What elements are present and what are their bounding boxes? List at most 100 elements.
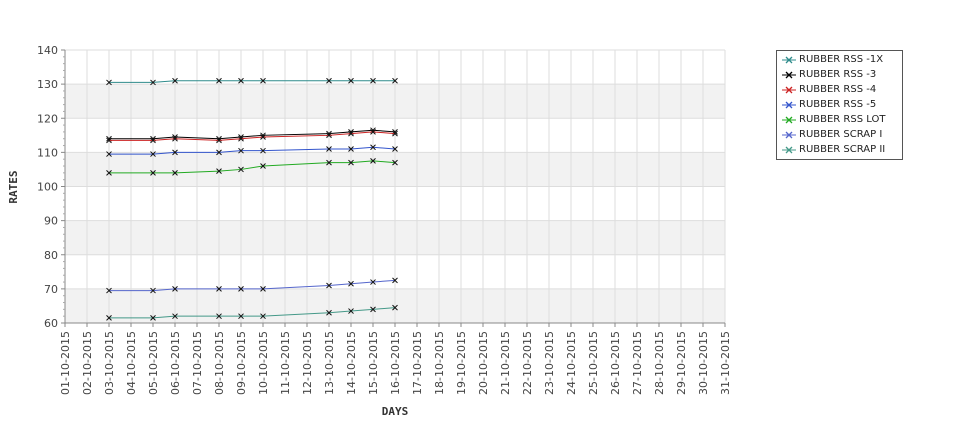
data-point[interactable]: [326, 309, 332, 316]
data-point[interactable]: [150, 287, 156, 294]
legend-label: RUBBER SCRAP II: [799, 144, 886, 155]
data-point[interactable]: [238, 313, 244, 320]
y-tick-label: 90: [44, 215, 58, 228]
x-tick-label: 10-10-2015: [257, 331, 270, 395]
data-point[interactable]: [172, 313, 178, 320]
data-point[interactable]: [172, 286, 178, 292]
data-point[interactable]: [172, 169, 178, 176]
data-point[interactable]: [106, 79, 112, 86]
x-tick-label: 12-10-2015: [301, 331, 314, 395]
data-point[interactable]: [238, 286, 244, 292]
x-tick-label: 13-10-2015: [323, 331, 336, 395]
legend-marker-icon: [782, 56, 796, 63]
data-point[interactable]: [392, 77, 398, 84]
data-point[interactable]: [260, 77, 266, 84]
x-tick-label: 20-10-2015: [477, 331, 490, 395]
data-point[interactable]: [172, 77, 178, 84]
x-tick-label: 27-10-2015: [631, 331, 644, 395]
data-point[interactable]: [370, 129, 376, 135]
x-tick-label: 01-10-2015: [59, 331, 72, 395]
legend-label: RUBBER RSS LOT: [799, 114, 886, 125]
data-point[interactable]: [106, 151, 112, 157]
legend-item: RUBBER RSS -5: [777, 97, 902, 112]
data-point[interactable]: [370, 279, 376, 285]
data-point[interactable]: [392, 277, 398, 284]
data-point[interactable]: [150, 151, 156, 157]
series-rubber-rss-4: [106, 129, 398, 144]
x-tick-label: 07-10-2015: [191, 331, 204, 395]
data-point[interactable]: [392, 159, 398, 166]
series-rubber-rss-5: [106, 144, 398, 157]
series-line: [109, 160, 396, 174]
x-tick-label: 29-10-2015: [675, 331, 688, 395]
data-point[interactable]: [392, 130, 398, 137]
legend-item: RUBBER SCRAP II: [777, 142, 902, 157]
data-point[interactable]: [326, 132, 332, 139]
data-point[interactable]: [260, 147, 266, 154]
legend-label: RUBBER RSS -1X: [799, 54, 884, 65]
data-point[interactable]: [150, 169, 156, 176]
data-point[interactable]: [370, 144, 376, 151]
data-point[interactable]: [216, 149, 222, 156]
data-point[interactable]: [260, 286, 266, 292]
data-point[interactable]: [216, 137, 222, 144]
data-point[interactable]: [106, 315, 112, 321]
data-point[interactable]: [106, 137, 112, 144]
data-point[interactable]: [216, 313, 222, 320]
legend-item: RUBBER RSS -4: [777, 82, 902, 97]
chart-legend: RUBBER RSS -1X RUBBER RSS -3 RUBBER RSS -4…: [776, 50, 903, 160]
series-line: [109, 307, 396, 319]
data-point[interactable]: [150, 137, 156, 144]
series-line: [109, 131, 396, 141]
x-tick-label: 11-10-2015: [279, 331, 292, 395]
data-point[interactable]: [392, 146, 398, 152]
data-point[interactable]: [238, 77, 244, 84]
data-point[interactable]: [216, 168, 222, 174]
x-tick-label: 26-10-2015: [609, 331, 622, 395]
data-point[interactable]: [348, 77, 354, 84]
data-point[interactable]: [106, 287, 112, 294]
data-point[interactable]: [370, 306, 376, 313]
data-point[interactable]: [260, 134, 266, 140]
data-point[interactable]: [238, 147, 244, 154]
data-point[interactable]: [326, 282, 332, 289]
data-point[interactable]: [150, 315, 156, 321]
data-point[interactable]: [172, 135, 178, 142]
data-point[interactable]: [216, 286, 222, 292]
x-tick-label: 31-10-2015: [719, 331, 732, 395]
data-point[interactable]: [238, 135, 244, 142]
data-point[interactable]: [326, 77, 332, 84]
y-tick-label: 110: [37, 146, 58, 159]
legend-marker-icon: [782, 116, 796, 123]
data-point[interactable]: [172, 149, 178, 156]
x-tick-label: 23-10-2015: [543, 331, 556, 395]
data-point[interactable]: [326, 146, 332, 152]
data-point[interactable]: [348, 130, 354, 137]
data-point[interactable]: [260, 163, 266, 169]
data-point[interactable]: [260, 313, 266, 320]
x-tick-label: 15-10-2015: [367, 331, 380, 395]
data-point[interactable]: [238, 166, 244, 173]
data-point[interactable]: [150, 79, 156, 86]
series-rubber-rss-lot: [106, 158, 398, 176]
data-point[interactable]: [326, 159, 332, 166]
data-point[interactable]: [348, 280, 354, 287]
x-tick-label: 30-10-2015: [697, 331, 710, 395]
data-point[interactable]: [370, 77, 376, 84]
x-tick-label: 22-10-2015: [521, 331, 534, 395]
series-line: [109, 80, 395, 83]
legend-label: RUBBER SCRAP I: [799, 129, 883, 140]
data-point[interactable]: [348, 308, 354, 314]
y-tick-label: 120: [37, 112, 58, 125]
data-point[interactable]: [348, 146, 354, 152]
data-point[interactable]: [348, 159, 354, 166]
data-point[interactable]: [370, 158, 376, 164]
legend-item: RUBBER RSS -1X: [777, 52, 902, 67]
y-tick-label: 100: [37, 181, 58, 194]
series-line: [109, 129, 396, 140]
data-point[interactable]: [392, 304, 398, 311]
data-point[interactable]: [216, 77, 222, 84]
data-point[interactable]: [106, 169, 112, 176]
legend-marker-icon: [782, 146, 796, 153]
